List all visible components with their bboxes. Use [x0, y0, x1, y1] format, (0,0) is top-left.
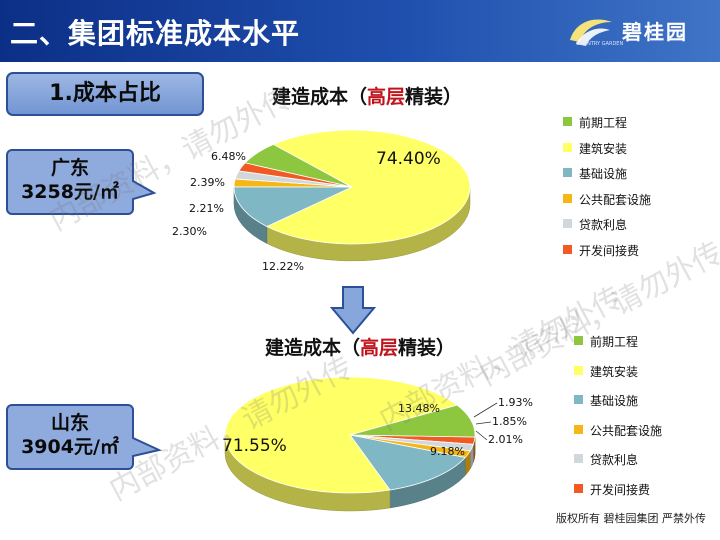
- pie-slice-建筑安装: [265, 129, 471, 245]
- pie-slice-基础设施: [349, 434, 466, 491]
- leader-line: [475, 421, 492, 425]
- pie-data-label: 2.39%: [190, 176, 225, 189]
- legend-swatch: [563, 168, 572, 177]
- callout-shape: [6, 149, 157, 215]
- chart-title-prefix: 建造成本（: [265, 337, 361, 359]
- pie-data-label: 12.22%: [262, 260, 304, 273]
- section-label: 1.成本占比: [6, 72, 204, 116]
- leader-line: [473, 402, 498, 418]
- leader-line: [475, 430, 488, 441]
- chart-title-highlight: 高层: [360, 337, 399, 359]
- chart-title-prefix: 建造成本（: [272, 86, 368, 108]
- footer-copyright: 版权所有 碧桂园集团 严禁外传: [556, 512, 706, 525]
- page-title: 二、集团标准成本水平: [10, 17, 301, 50]
- legend-swatch: [574, 336, 583, 345]
- region-name: 山东: [50, 412, 89, 434]
- callout-shape: [6, 404, 163, 470]
- legend-label: 建筑安装: [590, 364, 639, 379]
- legend-swatch: [563, 219, 572, 228]
- region-name: 广东: [50, 157, 89, 179]
- pie-data-label: 6.48%: [211, 150, 246, 163]
- pie-data-label: 1.85%: [492, 415, 527, 428]
- legend-label: 贷款利息: [590, 453, 639, 467]
- pie-slice-基础设施: [233, 186, 353, 227]
- logo-text: 碧桂园: [622, 20, 688, 44]
- pie-data-label: 9.18%: [430, 445, 465, 458]
- chart-title-suffix: 精装）: [398, 337, 456, 359]
- down-arrow-icon: [329, 286, 377, 335]
- header-bar: 二、集团标准成本水平 碧桂园 COUNTRY GARDEN: [0, 0, 720, 62]
- legend-label: 基础设施: [590, 394, 639, 408]
- legend-swatch: [574, 424, 583, 434]
- legend-swatch: [563, 142, 572, 152]
- legend-label: 前期工程: [590, 335, 639, 349]
- legend-swatch: [574, 483, 583, 493]
- legend-label: 开发间接费: [590, 482, 651, 497]
- legend-swatch: [574, 365, 583, 375]
- logo-swirl-icon: [570, 19, 612, 46]
- logo-tagline: COUNTRY GARDEN: [576, 41, 624, 47]
- legend-label: 公共配套设施: [590, 423, 663, 438]
- legend-label: 开发间接费: [579, 243, 640, 258]
- pie-data-label: 1.93%: [498, 396, 533, 409]
- pie-data-label: 2.30%: [172, 225, 207, 238]
- legend-label: 贷款利息: [579, 218, 628, 232]
- pie-data-label: 74.40%: [376, 149, 441, 169]
- legend-swatch: [563, 244, 572, 254]
- pie-data-label: 71.55%: [222, 436, 287, 456]
- region-callout-guangdong: 广东 3258元/㎡: [6, 149, 157, 215]
- pie-data-label: 2.21%: [189, 202, 224, 215]
- region-unit-cost: 3258元/㎡: [21, 181, 119, 203]
- chart-title-suffix: 精装）: [405, 86, 463, 108]
- chart-title-highlight: 高层: [367, 86, 406, 108]
- region-callout-shandong: 山东 3904元/㎡: [6, 404, 163, 470]
- pie-slice-前期工程: [349, 404, 476, 438]
- pie-slice-建筑安装: [224, 376, 458, 494]
- region-unit-cost: 3904元/㎡: [21, 436, 119, 458]
- legend-swatch: [574, 395, 583, 404]
- legend-swatch: [563, 193, 572, 203]
- chart-title-bottom: 建造成本（高层精装）: [265, 333, 455, 360]
- legend-label: 建筑安装: [579, 141, 628, 156]
- chart-title-top: 建造成本（高层精装）: [272, 82, 462, 109]
- pie-slice-开发间接费: [238, 162, 353, 188]
- legend-swatch: [574, 454, 583, 463]
- legend-label: 前期工程: [579, 116, 628, 130]
- legend-label: 公共配套设施: [579, 192, 652, 207]
- pie-data-label: 2.01%: [488, 433, 523, 446]
- legend-label: 基础设施: [579, 167, 628, 181]
- legend-swatch: [563, 117, 572, 126]
- company-logo: 碧桂园 COUNTRY GARDEN: [566, 12, 698, 50]
- pie-data-label: 13.48%: [398, 402, 440, 415]
